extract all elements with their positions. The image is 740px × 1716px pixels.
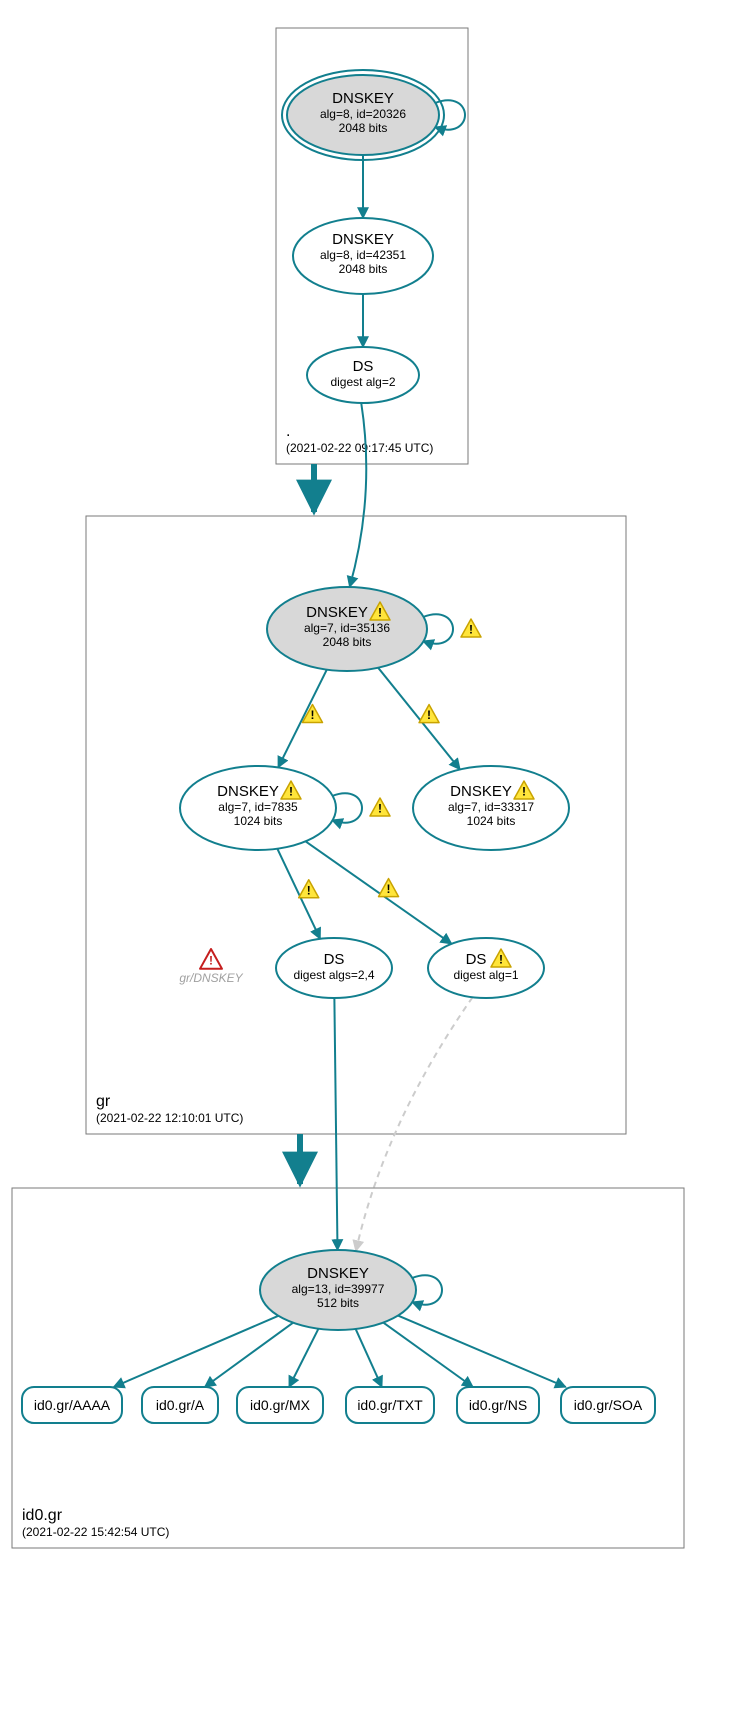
edge — [350, 403, 367, 587]
node-title: id0.gr/A — [156, 1397, 205, 1413]
edge — [356, 997, 473, 1251]
zone-title: gr — [96, 1093, 111, 1110]
node-title: DNSKEY — [307, 1265, 369, 1282]
zone-title: id0.gr — [22, 1507, 63, 1524]
zone-timestamp: (2021-02-22 09:17:45 UTC) — [286, 441, 433, 455]
edge — [383, 1323, 473, 1387]
node-title: DS — [324, 951, 345, 968]
warning-icon: ! — [379, 879, 399, 897]
svg-text:!: ! — [378, 606, 382, 620]
node-line: 1024 bits — [467, 814, 516, 828]
node-title: id0.gr/SOA — [574, 1397, 643, 1413]
edge — [289, 1329, 318, 1387]
node-line: 1024 bits — [234, 814, 283, 828]
svg-text:!: ! — [289, 785, 293, 799]
warning-icon: ! — [419, 705, 439, 723]
edge — [356, 1329, 382, 1387]
zone-id0 — [12, 1188, 684, 1548]
node-title: DNSKEY — [332, 90, 394, 107]
free-marker-label: gr/DNSKEY — [179, 971, 243, 985]
svg-text:!: ! — [522, 785, 526, 799]
dnssec-diagram: .(2021-02-22 09:17:45 UTC)gr(2021-02-22 … — [0, 0, 740, 1716]
svg-text:!: ! — [378, 802, 382, 816]
node-line: digest algs=2,4 — [293, 968, 374, 982]
warning-icon: ! — [370, 798, 390, 816]
svg-text:!: ! — [209, 953, 213, 967]
node-line: alg=13, id=39977 — [292, 1282, 385, 1296]
edge — [334, 998, 337, 1250]
svg-text:!: ! — [307, 883, 311, 897]
node-title: id0.gr/MX — [250, 1397, 311, 1413]
node-line: digest alg=1 — [453, 968, 518, 982]
svg-text:!: ! — [427, 708, 431, 722]
node-title: DNSKEY — [306, 604, 368, 621]
node-line: alg=8, id=42351 — [320, 248, 406, 262]
node-title: DS — [466, 951, 487, 968]
node-line: 2048 bits — [339, 262, 388, 276]
node-title: DNSKEY — [332, 231, 394, 248]
edge — [378, 668, 460, 770]
node-line: alg=8, id=20326 — [320, 107, 406, 121]
edge — [305, 841, 451, 944]
node-title: DS — [353, 358, 374, 375]
node-line: alg=7, id=35136 — [304, 621, 390, 635]
node-title: id0.gr/AAAA — [34, 1397, 111, 1413]
zone-title: . — [286, 423, 290, 440]
error-icon: ! — [200, 949, 222, 969]
svg-text:!: ! — [310, 708, 314, 722]
node-line: alg=7, id=33317 — [448, 800, 534, 814]
node-title: id0.gr/NS — [469, 1397, 527, 1413]
warning-icon: ! — [461, 619, 481, 637]
zone-timestamp: (2021-02-22 12:10:01 UTC) — [96, 1111, 243, 1125]
node-line: 2048 bits — [323, 635, 372, 649]
warning-icon: ! — [299, 880, 319, 898]
node-title: id0.gr/TXT — [357, 1397, 423, 1413]
node-line: digest alg=2 — [330, 375, 395, 389]
node-line: alg=7, id=7835 — [218, 800, 298, 814]
edge — [205, 1323, 293, 1387]
node-line: 2048 bits — [339, 121, 388, 135]
svg-text:!: ! — [469, 623, 473, 637]
node-title: DNSKEY — [217, 783, 279, 800]
node-title: DNSKEY — [450, 783, 512, 800]
svg-text:!: ! — [387, 882, 391, 896]
node-line: 512 bits — [317, 1296, 359, 1310]
zone-timestamp: (2021-02-22 15:42:54 UTC) — [22, 1525, 169, 1539]
svg-text:!: ! — [499, 953, 503, 967]
